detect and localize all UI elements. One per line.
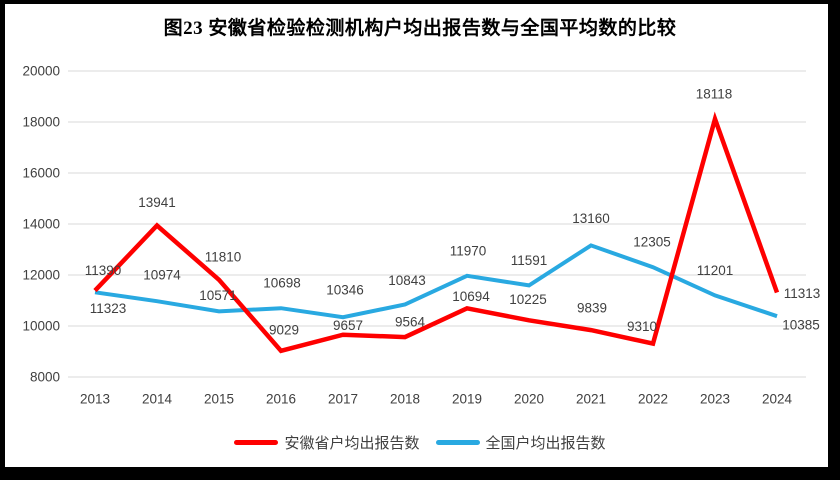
y-tick-label: 14000: [22, 217, 60, 232]
data-label-national-2021: 13160: [572, 211, 610, 226]
data-label-anhui-2023: 18118: [696, 86, 733, 101]
y-tick-label: 20000: [22, 64, 60, 79]
x-tick-label: 2020: [514, 392, 544, 407]
y-tick-label: 10000: [22, 319, 60, 334]
y-tick-label: 18000: [22, 115, 60, 130]
x-tick-label: 2015: [204, 392, 234, 407]
legend-item-anhui: 安徽省户均出报告数: [234, 432, 420, 453]
data-label-anhui-2019: 10694: [452, 289, 490, 304]
y-tick-label: 12000: [22, 268, 60, 283]
data-label-anhui-2022: 9310: [627, 319, 657, 334]
data-label-anhui-2017: 9657: [333, 318, 363, 333]
data-label-anhui-2024: 11313: [784, 286, 821, 301]
series-line-anhui: [93, 111, 780, 354]
data-label-anhui-2013: 11390: [85, 263, 122, 278]
y-tick-label: 16000: [22, 166, 60, 181]
data-label-national-2018: 10843: [388, 273, 426, 288]
data-label-national-2016: 10698: [263, 276, 301, 291]
data-label-national-2024: 10385: [782, 318, 820, 333]
legend-swatch-anhui-red-line: [234, 440, 279, 445]
data-label-anhui-2014: 13941: [138, 195, 176, 210]
x-tick-label: 2014: [142, 392, 173, 407]
x-tick-label: 2022: [638, 392, 668, 407]
x-tick-label: 2018: [390, 392, 420, 407]
data-label-national-2022: 12305: [633, 235, 671, 250]
data-label-anhui-2016: 9029: [269, 322, 299, 337]
x-tick-label: 2024: [762, 392, 793, 407]
x-tick-label: 2017: [328, 392, 358, 407]
series-line-national: [94, 243, 778, 320]
chart-legend: 安徽省户均出报告数 全国户均出报告数: [0, 432, 840, 453]
y-tick-label: 8000: [30, 370, 60, 385]
data-label-anhui-2020: 10225: [509, 292, 547, 307]
x-tick-label: 2021: [576, 392, 606, 407]
x-tick-label: 2019: [452, 392, 482, 407]
data-label-anhui-2021: 9839: [577, 301, 607, 316]
legend-label-anhui: 安徽省户均出报告数: [284, 435, 420, 452]
data-label-anhui-2015: 11810: [205, 249, 242, 264]
data-label-national-2014: 10974: [143, 268, 181, 283]
chart-title: 图23 安徽省检验检测机构户均出报告数与全国平均数的比较: [163, 18, 677, 39]
x-tick-label: 2016: [266, 392, 296, 407]
x-tick-label: 2023: [700, 392, 730, 407]
data-label-national-2019: 11970: [450, 243, 487, 258]
data-label-national-2015: 10571: [199, 288, 237, 303]
data-label-national-2013: 11323: [90, 301, 127, 316]
data-label-national-2020: 11591: [511, 253, 548, 268]
legend-label-national: 全国户均出报告数: [485, 435, 606, 452]
data-label-national-2017: 10346: [326, 283, 364, 298]
x-tick-label: 2013: [80, 392, 110, 407]
data-label-anhui-2018: 9564: [395, 315, 426, 330]
legend-item-national: 全国户均出报告数: [435, 432, 606, 453]
data-label-national-2023: 11201: [697, 263, 734, 278]
legend-swatch-national-blue-line: [435, 440, 480, 445]
